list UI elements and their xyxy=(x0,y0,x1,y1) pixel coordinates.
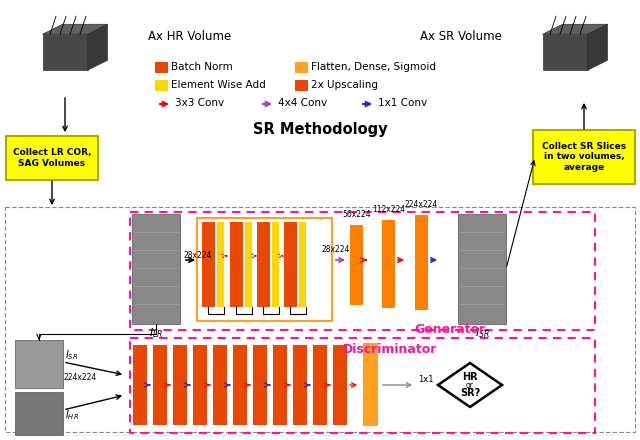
Text: 1x1 Conv: 1x1 Conv xyxy=(378,98,427,108)
Bar xyxy=(132,214,180,324)
Bar xyxy=(213,345,227,425)
Text: Collect SR Slices
in two volumes,
average: Collect SR Slices in two volumes, averag… xyxy=(542,142,626,172)
Bar xyxy=(15,392,63,435)
Polygon shape xyxy=(438,363,502,407)
Text: HR: HR xyxy=(462,372,478,382)
Polygon shape xyxy=(42,24,108,34)
Bar xyxy=(15,340,63,388)
Polygon shape xyxy=(588,24,607,70)
Bar xyxy=(130,338,595,433)
Bar xyxy=(245,222,252,307)
Text: 224x224: 224x224 xyxy=(63,374,97,382)
Text: Flatten, Dense, Sigmoid: Flatten, Dense, Sigmoid xyxy=(311,62,436,72)
Bar xyxy=(233,345,247,425)
Text: $I_{SR}$: $I_{SR}$ xyxy=(474,326,490,340)
Text: Ax SR Volume: Ax SR Volume xyxy=(420,30,502,43)
Bar xyxy=(257,222,270,307)
Bar xyxy=(133,345,147,425)
Bar xyxy=(230,222,243,307)
Bar xyxy=(153,345,167,425)
Bar xyxy=(273,345,287,425)
Bar xyxy=(295,62,308,73)
Bar xyxy=(193,345,207,425)
Polygon shape xyxy=(543,24,607,34)
Text: SR Methodology: SR Methodology xyxy=(253,122,387,137)
Bar xyxy=(299,222,306,307)
Polygon shape xyxy=(42,34,88,70)
Text: or: or xyxy=(466,381,474,389)
FancyBboxPatch shape xyxy=(533,130,635,184)
Text: 112x224: 112x224 xyxy=(372,205,405,214)
Bar xyxy=(458,214,506,324)
Text: 4x4 Conv: 4x4 Conv xyxy=(278,98,327,108)
FancyBboxPatch shape xyxy=(6,136,98,180)
Bar xyxy=(130,212,595,330)
Bar xyxy=(333,345,347,425)
Bar xyxy=(253,345,267,425)
Text: 28x224: 28x224 xyxy=(322,246,350,254)
Text: Ax HR Volume: Ax HR Volume xyxy=(148,30,231,43)
Text: 28x224: 28x224 xyxy=(183,250,211,260)
Text: $I_{LR}$: $I_{LR}$ xyxy=(149,326,163,340)
Bar xyxy=(415,215,428,310)
Text: Batch Norm: Batch Norm xyxy=(171,62,233,72)
Polygon shape xyxy=(88,24,108,70)
Text: 3x3 Conv: 3x3 Conv xyxy=(175,98,224,108)
Bar xyxy=(5,207,635,432)
Text: Element Wise Add: Element Wise Add xyxy=(171,80,266,90)
Text: 56x224: 56x224 xyxy=(342,210,371,219)
Bar xyxy=(295,80,308,91)
Text: 224x224: 224x224 xyxy=(405,200,438,209)
Text: Discriminator: Discriminator xyxy=(343,343,437,356)
Bar xyxy=(202,222,215,307)
Bar xyxy=(284,222,297,307)
Bar xyxy=(313,345,327,425)
Text: SR?: SR? xyxy=(460,388,480,398)
Polygon shape xyxy=(543,34,588,70)
Bar xyxy=(382,220,395,308)
Bar xyxy=(155,62,168,73)
Bar xyxy=(217,222,224,307)
Bar xyxy=(293,345,307,425)
Bar xyxy=(272,222,279,307)
Bar xyxy=(155,80,168,91)
Text: Generator: Generator xyxy=(414,323,486,336)
Text: 2x Upscaling: 2x Upscaling xyxy=(311,80,378,90)
Bar xyxy=(173,345,187,425)
Text: Collect LR COR,
SAG Volumes: Collect LR COR, SAG Volumes xyxy=(13,148,92,168)
Bar xyxy=(350,225,363,305)
Text: $I_{HR}$: $I_{HR}$ xyxy=(65,408,79,422)
Text: 1x1: 1x1 xyxy=(418,375,433,385)
Bar xyxy=(197,218,332,321)
Text: $I_{SR}$: $I_{SR}$ xyxy=(65,348,78,362)
Bar xyxy=(363,343,378,426)
